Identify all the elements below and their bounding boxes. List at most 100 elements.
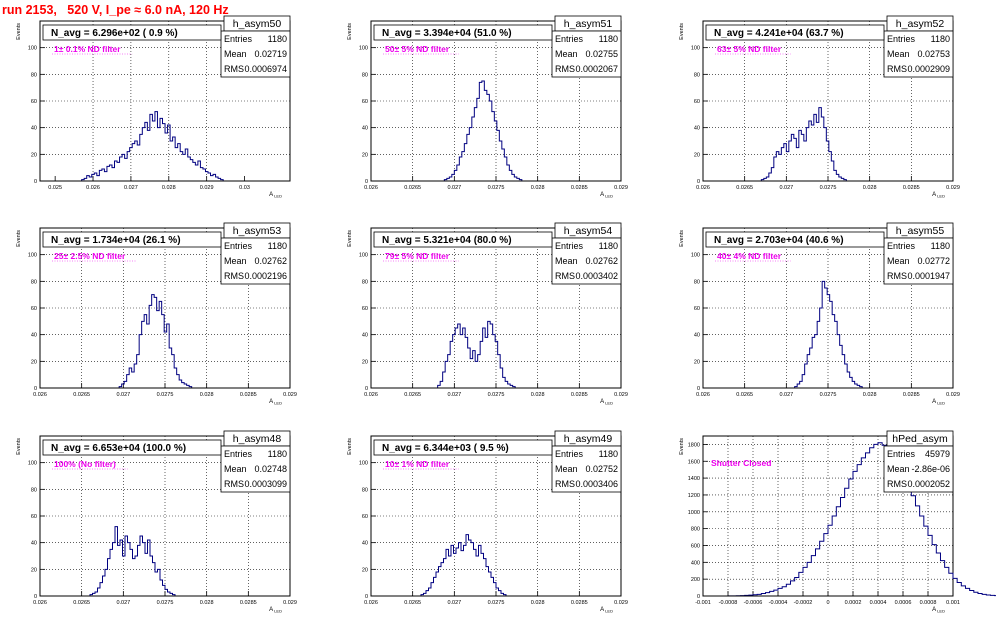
x-tick-label: 0.0265 — [73, 600, 90, 606]
y-axis-label: Events — [679, 230, 685, 247]
x-axis-label: A LED — [932, 192, 945, 199]
stats-label: RMS — [555, 271, 575, 281]
x-tick-label: 0.028 — [863, 392, 877, 398]
x-tick-label: 0.026 — [33, 392, 47, 398]
stats-value: 0.02752 — [585, 464, 618, 474]
stats-label: Entries — [555, 449, 584, 459]
stats-value: 0.0002909 — [907, 64, 950, 74]
y-tick-label: 100 — [359, 253, 368, 259]
x-tick-label: -0.0004 — [769, 600, 788, 606]
y-tick-label: 80 — [31, 72, 37, 78]
x-tick-label: 0.029 — [946, 392, 960, 398]
x-tick-label: 0.0285 — [903, 392, 920, 398]
y-tick-label: 80 — [362, 279, 368, 285]
y-tick-label: 20 — [362, 359, 368, 365]
x-tick-label: 0.0275 — [157, 600, 174, 606]
x-tick-label: 0.0265 — [736, 392, 753, 398]
y-tick-label: 0 — [365, 386, 368, 392]
n-avg-box — [373, 24, 553, 41]
x-axis-label: A LED — [269, 399, 282, 406]
hist-title: h_asym49 — [564, 433, 613, 445]
x-tick-label: 0.026 — [696, 392, 710, 398]
stats-box — [551, 445, 622, 493]
x-axis-label: A LED — [600, 607, 613, 614]
x-axis-label: A LED — [600, 399, 613, 406]
stats-box — [883, 445, 954, 493]
y-tick-label: 80 — [362, 72, 368, 78]
x-tick-label: 0.0275 — [820, 185, 837, 191]
y-tick-label: 600 — [691, 543, 700, 549]
histogram-line — [118, 294, 193, 388]
stats-label: RMS — [887, 479, 907, 489]
n-avg-text: N_avg = 6.344e+03 ( 9.5 %) — [382, 443, 509, 454]
stats-label: RMS — [887, 271, 907, 281]
y-tick-label: 80 — [362, 487, 368, 493]
histogram-panel: 20 40 60 80 100 00.026 0.0265 0.027 0.0275 0.028 0… — [347, 430, 628, 614]
y-tick-label: 60 — [694, 306, 700, 312]
stats-value: -2.86e-06 — [911, 464, 950, 474]
x-axis-label: A LED — [932, 607, 945, 614]
y-tick-label: 1000 — [688, 510, 700, 516]
histogram-line — [727, 442, 996, 597]
stats-label: Mean — [555, 464, 578, 474]
x-tick-label: 0.026 — [696, 185, 710, 191]
x-axis-label-subscript: LED — [604, 194, 613, 199]
stats-label: Entries — [224, 241, 253, 251]
filter-label: 79± 5% ND filter — [385, 251, 450, 261]
y-tick-label: 40 — [31, 333, 37, 339]
stats-label: Mean — [224, 256, 247, 266]
histogram-panel: 200400600800100012001400160018000-0.001-… — [679, 430, 996, 614]
x-tick-label: 0.0285 — [571, 392, 588, 398]
y-tick-label: 1600 — [688, 459, 700, 465]
x-axis-label: A LED — [269, 192, 282, 199]
stats-box — [551, 237, 622, 285]
stats-box — [220, 237, 291, 285]
histogram-line — [760, 107, 847, 181]
n-avg-text: N_avg = 5.321e+04 (80.0 %) — [382, 235, 512, 246]
n-avg-text: N_avg = 3.394e+04 (51.0 %) — [382, 28, 512, 39]
stats-box — [551, 30, 622, 78]
x-tick-label: -0.0006 — [744, 600, 763, 606]
stats-value: 1180 — [931, 241, 950, 251]
y-tick-label: 0 — [34, 179, 37, 185]
y-tick-label: 100 — [28, 253, 37, 259]
x-axis-label-subscript: LED — [604, 609, 613, 614]
y-axis-label: Events — [16, 230, 22, 247]
x-axis-label-subscript: LED — [273, 401, 282, 406]
hist-title: h_asym55 — [896, 225, 945, 237]
x-tick-label: 0.0275 — [488, 185, 505, 191]
y-tick-label: 80 — [694, 279, 700, 285]
hist-title: h_asym53 — [233, 225, 282, 237]
n-avg-box — [373, 439, 553, 456]
y-tick-label: 100 — [359, 46, 368, 52]
stats-value: 0.02762 — [585, 256, 618, 266]
stats-label: RMS — [224, 271, 244, 281]
hist-title: hPed_asym — [892, 433, 948, 445]
y-tick-label: 800 — [691, 527, 700, 533]
x-tick-label: 0.028 — [863, 185, 877, 191]
x-tick-label: -0.0008 — [719, 600, 738, 606]
x-tick-label: 0.001 — [946, 600, 960, 606]
y-tick-label: 20 — [362, 567, 368, 573]
y-tick-label: 20 — [694, 152, 700, 158]
n-avg-box — [373, 231, 553, 248]
y-tick-label: 0 — [697, 386, 700, 392]
stats-value: 0.02762 — [254, 256, 287, 266]
x-tick-label: 0.029 — [283, 392, 297, 398]
x-tick-label: 0.0275 — [488, 600, 505, 606]
y-tick-label: 100 — [691, 46, 700, 52]
n-avg-text: N_avg = 2.703e+04 (40.6 %) — [714, 235, 844, 246]
x-axis-label-subscript: LED — [936, 401, 945, 406]
x-tick-label: 0.0002 — [845, 600, 862, 606]
x-tick-label: 0.027 — [779, 185, 793, 191]
y-tick-label: 1800 — [688, 442, 700, 448]
histogram-line — [794, 280, 863, 388]
y-tick-label: 60 — [31, 99, 37, 105]
y-tick-label: 0 — [697, 594, 700, 600]
stats-value: 0.0002196 — [244, 271, 287, 281]
x-tick-label: 0.029 — [614, 185, 628, 191]
x-axis-label-subscript: LED — [936, 609, 945, 614]
histogram-line — [443, 80, 523, 181]
n-avg-box — [705, 24, 885, 41]
